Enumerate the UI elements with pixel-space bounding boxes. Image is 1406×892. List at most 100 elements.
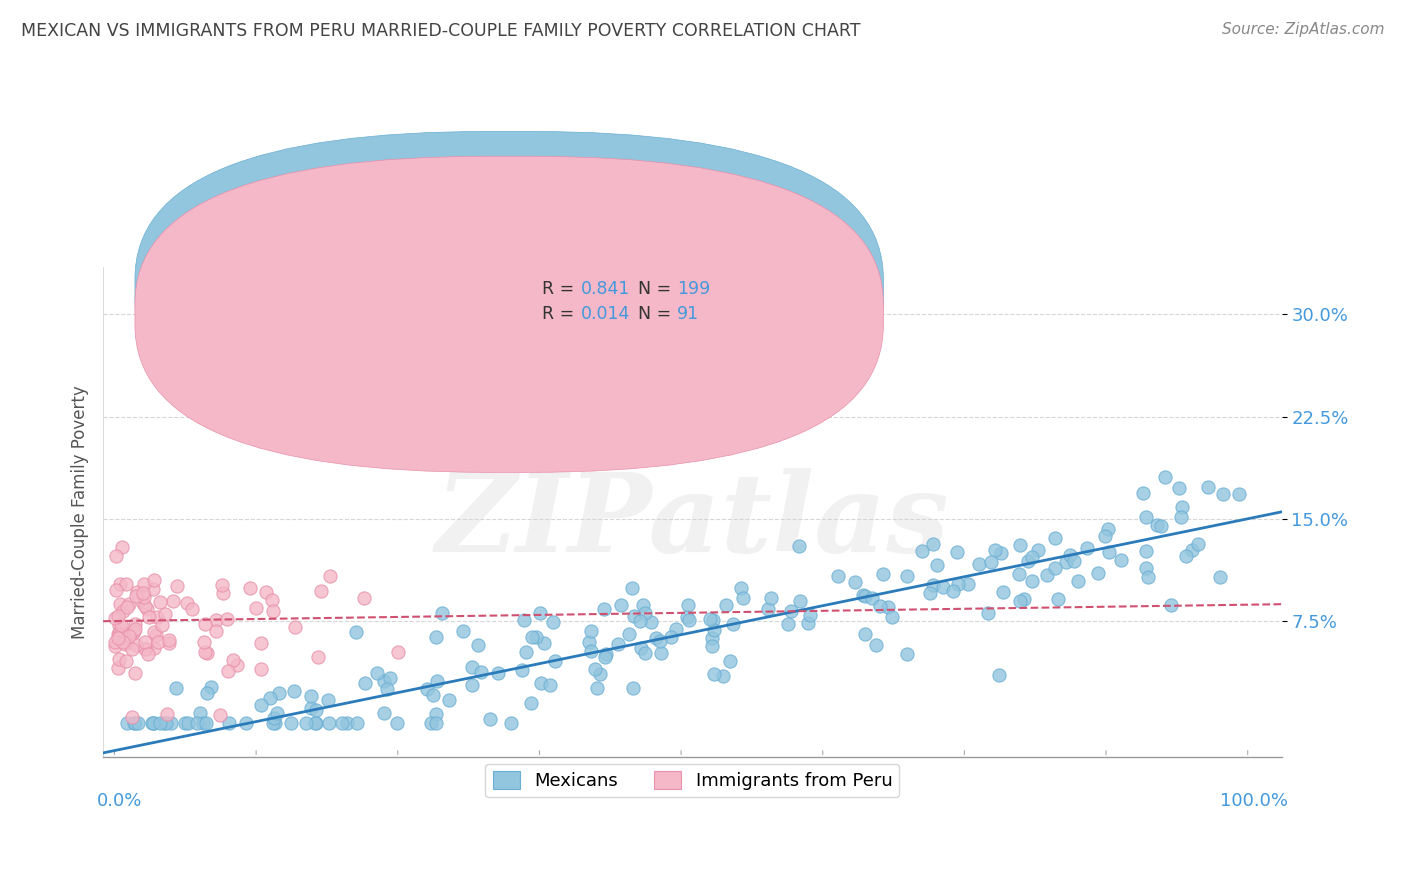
Immigrants from Peru — [134, 635, 156, 649]
Immigrants from Peru — [132, 585, 155, 599]
Mexicans — [593, 650, 616, 665]
Mexicans — [122, 716, 145, 731]
Mexicans — [533, 635, 555, 649]
Immigrants from Peru — [108, 577, 131, 591]
Mexicans — [1135, 561, 1157, 575]
Immigrants from Peru — [104, 634, 127, 648]
Mexicans — [524, 630, 547, 644]
Mexicans — [461, 678, 484, 692]
Immigrants from Peru — [222, 652, 245, 666]
Mexicans — [266, 706, 288, 720]
Mexicans — [1017, 554, 1039, 568]
Mexicans — [373, 674, 395, 689]
Mexicans — [869, 599, 891, 613]
Immigrants from Peru — [118, 598, 141, 612]
Mexicans — [316, 693, 339, 707]
Mexicans — [512, 613, 534, 627]
Mexicans — [932, 580, 955, 594]
Immigrants from Peru — [107, 618, 129, 632]
Mexicans — [1008, 567, 1031, 582]
Mexicans — [702, 614, 724, 628]
Immigrants from Peru — [152, 618, 174, 632]
Mexicans — [650, 646, 672, 660]
Immigrants from Peru — [124, 665, 146, 680]
Mexicans — [510, 663, 533, 677]
Immigrants from Peru — [125, 589, 148, 603]
Immigrants from Peru — [112, 635, 135, 649]
Mexicans — [718, 654, 741, 668]
Mexicans — [501, 716, 523, 731]
Mexicans — [194, 716, 217, 731]
Mexicans — [422, 688, 444, 702]
Mexicans — [787, 540, 810, 554]
Mexicans — [1170, 510, 1192, 524]
Mexicans — [1087, 566, 1109, 581]
Mexicans — [1021, 574, 1043, 588]
Mexicans — [1132, 486, 1154, 500]
Mexicans — [623, 608, 645, 623]
Mexicans — [1168, 481, 1191, 495]
Mexicans — [177, 716, 200, 731]
Mexicans — [730, 581, 752, 595]
Immigrants from Peru — [104, 639, 127, 653]
Mexicans — [1097, 523, 1119, 537]
Mexicans — [827, 569, 849, 583]
Mexicans — [451, 624, 474, 638]
Mexicans — [346, 716, 368, 731]
Mexicans — [1036, 567, 1059, 582]
Mexicans — [1054, 555, 1077, 569]
Mexicans — [186, 716, 208, 731]
Mexicans — [634, 606, 657, 620]
Mexicans — [630, 641, 652, 656]
Immigrants from Peru — [194, 645, 217, 659]
Immigrants from Peru — [194, 617, 217, 632]
Mexicans — [430, 606, 453, 620]
Immigrants from Peru — [107, 661, 129, 675]
Mexicans — [1227, 487, 1250, 501]
Immigrants from Peru — [226, 658, 249, 673]
Mexicans — [872, 567, 894, 582]
Mexicans — [581, 643, 603, 657]
Mexicans — [593, 601, 616, 615]
Mexicans — [956, 577, 979, 591]
Text: Source: ZipAtlas.com: Source: ZipAtlas.com — [1222, 22, 1385, 37]
Immigrants from Peru — [217, 612, 239, 626]
Mexicans — [1094, 529, 1116, 543]
Mexicans — [617, 626, 640, 640]
Mexicans — [1098, 545, 1121, 559]
Mexicans — [519, 696, 541, 710]
Immigrants from Peru — [156, 707, 179, 722]
Immigrants from Peru — [114, 637, 136, 651]
Mexicans — [165, 681, 187, 695]
Mexicans — [127, 716, 149, 731]
Mexicans — [142, 716, 165, 731]
Text: 0.0%: 0.0% — [97, 792, 142, 810]
Mexicans — [927, 558, 949, 572]
Text: N =: N = — [638, 305, 676, 323]
Mexicans — [318, 716, 340, 731]
Immigrants from Peru — [104, 611, 127, 625]
Mexicans — [385, 716, 408, 731]
Mexicans — [921, 536, 943, 550]
Mexicans — [541, 615, 564, 630]
Mexicans — [1045, 531, 1067, 545]
Immigrants from Peru — [262, 593, 284, 607]
Mexicans — [124, 716, 146, 731]
Immigrants from Peru — [239, 581, 262, 595]
Mexicans — [1175, 549, 1198, 563]
Immigrants from Peru — [250, 636, 273, 650]
Mexicans — [419, 716, 441, 731]
Mexicans — [141, 716, 163, 731]
Mexicans — [946, 577, 969, 591]
Mexicans — [589, 667, 612, 681]
Mexicans — [703, 624, 725, 638]
Mexicans — [631, 598, 654, 612]
Mexicans — [1026, 543, 1049, 558]
Mexicans — [1063, 554, 1085, 568]
Mexicans — [529, 607, 551, 621]
Immigrants from Peru — [107, 626, 129, 640]
Immigrants from Peru — [181, 602, 204, 616]
Mexicans — [366, 665, 388, 680]
Mexicans — [425, 630, 447, 644]
Mexicans — [117, 716, 139, 731]
